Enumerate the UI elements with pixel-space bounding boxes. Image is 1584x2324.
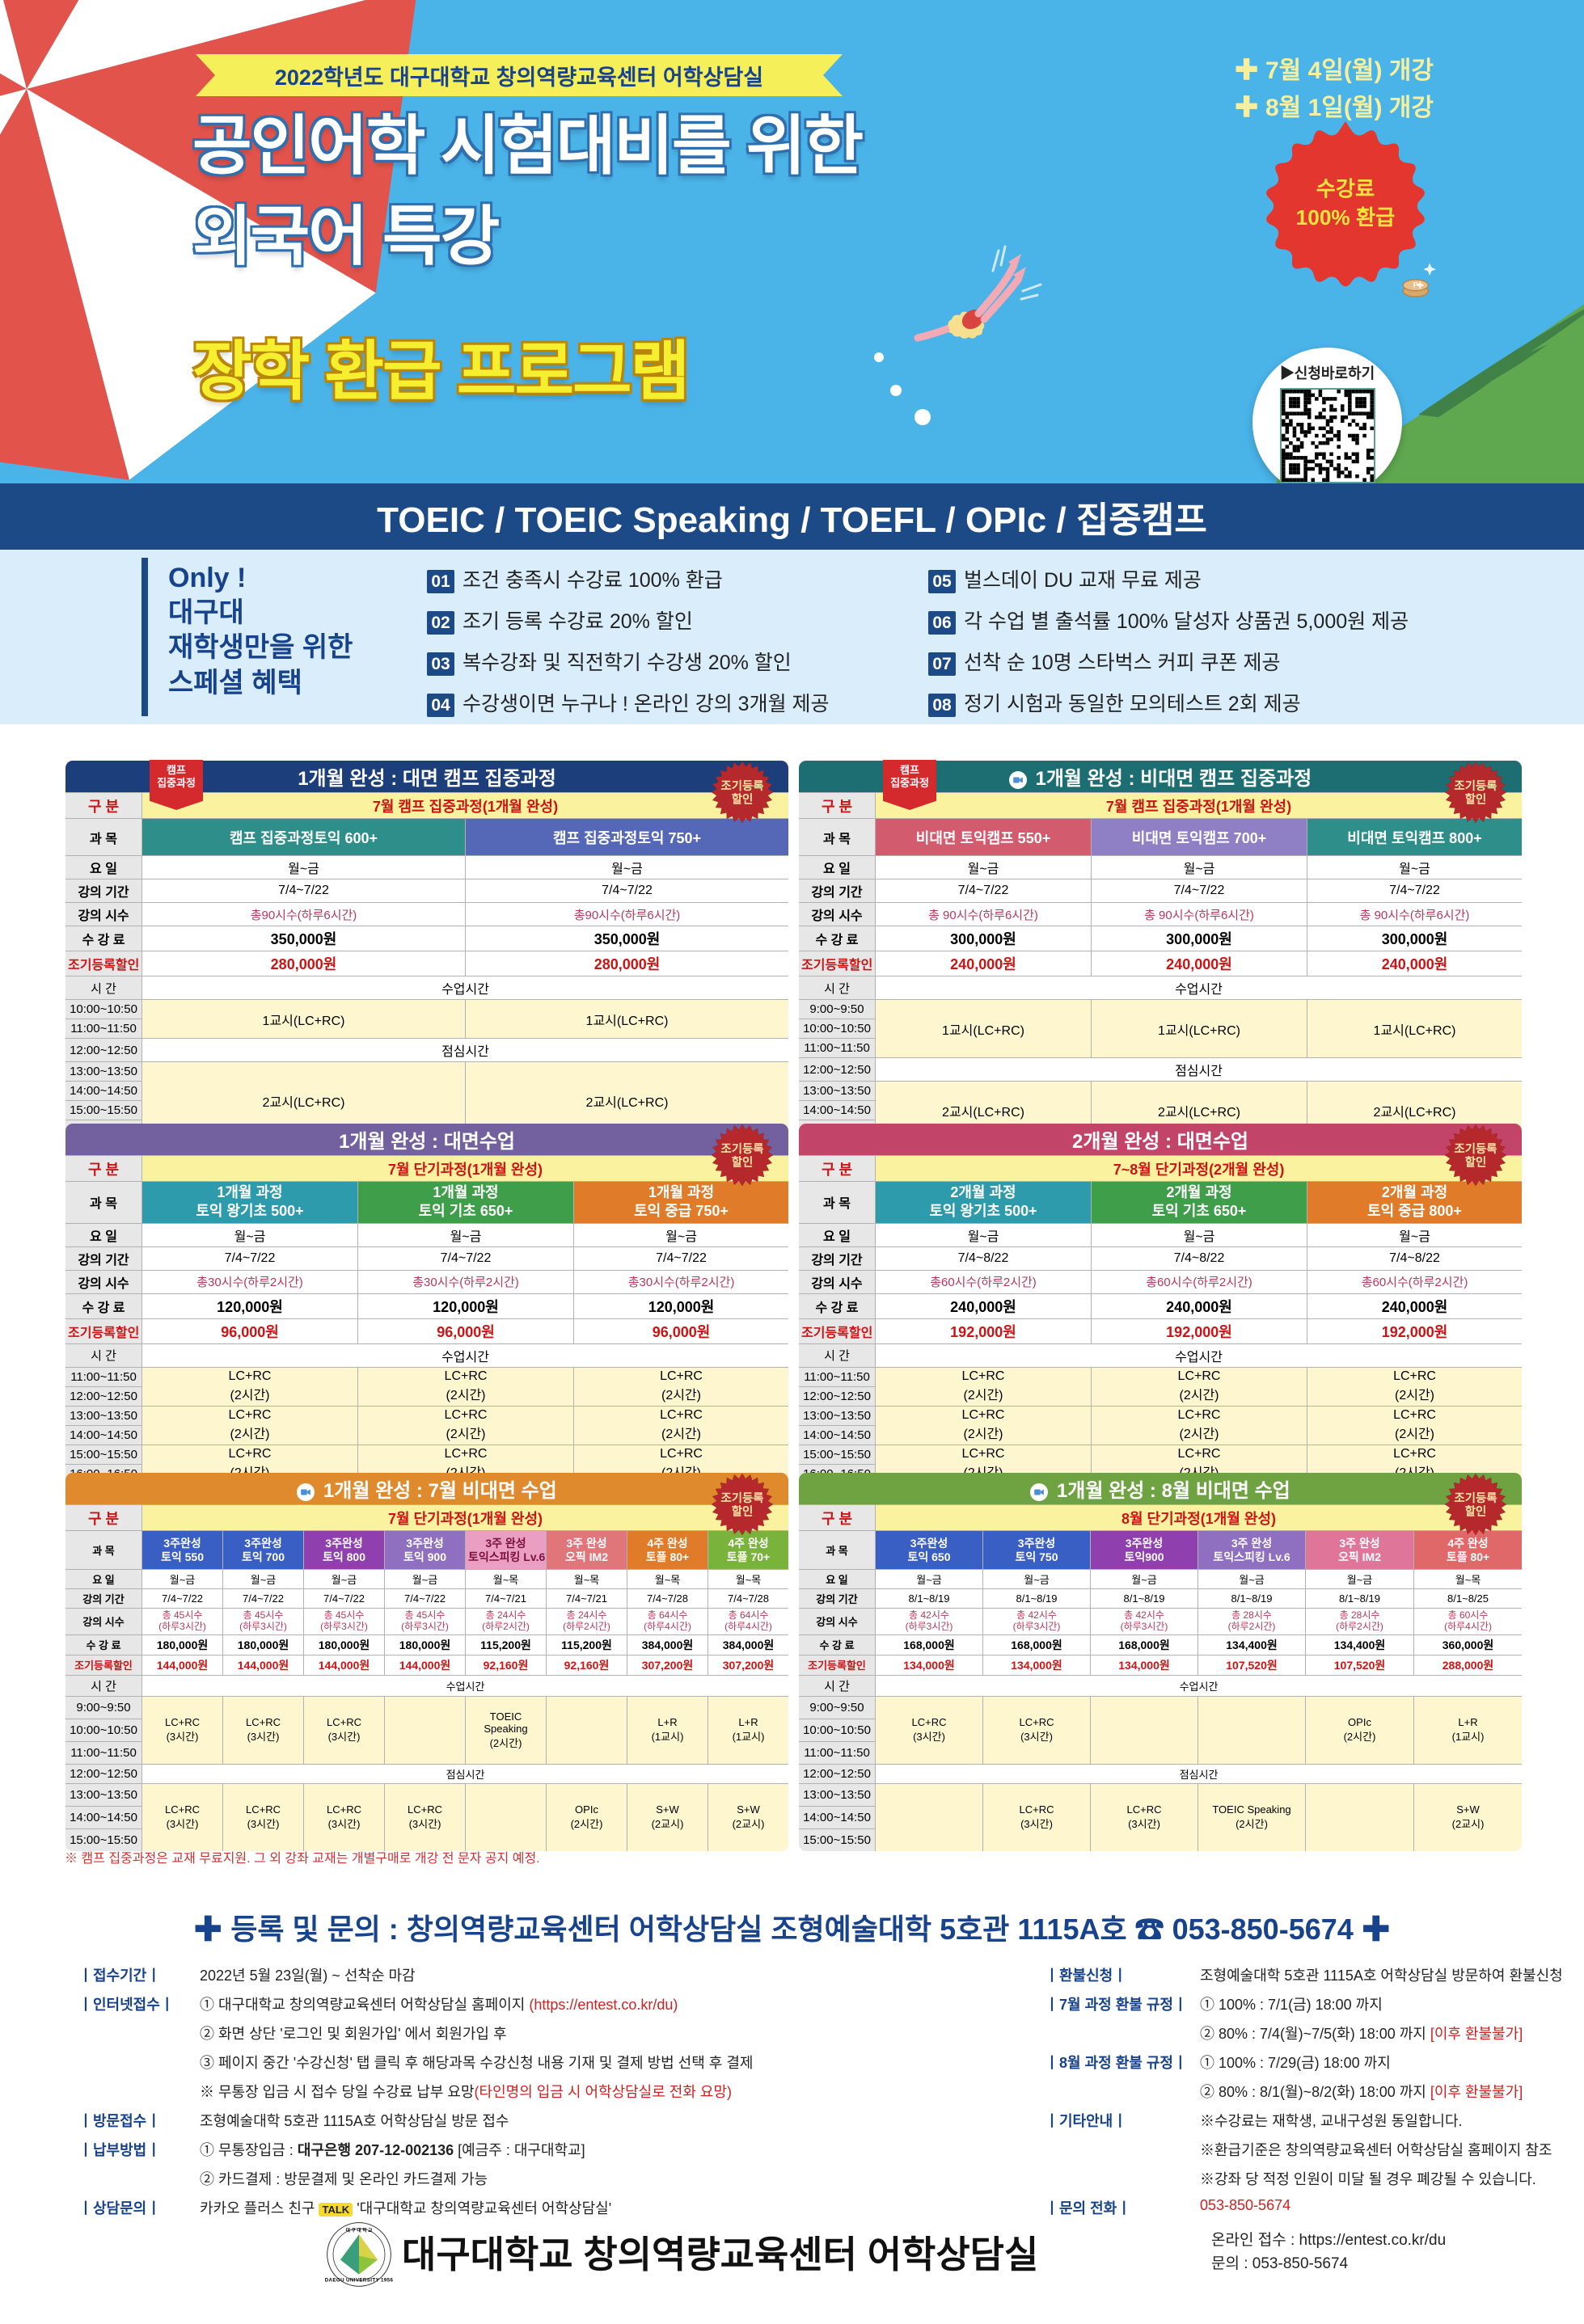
svg-text:조기등록: 조기등록 — [1454, 1491, 1497, 1505]
svg-text:조기등록: 조기등록 — [720, 779, 763, 793]
svg-text:할인: 할인 — [1465, 792, 1487, 807]
svg-text:DAEGU UNIVERSITY 1956: DAEGU UNIVERSITY 1956 — [325, 2278, 394, 2284]
svg-text:조기등록: 조기등록 — [720, 1142, 763, 1156]
svg-text:할인: 할인 — [1465, 1504, 1487, 1519]
svg-text:할인: 할인 — [732, 792, 754, 807]
svg-text:대 구 대 학 교: 대 구 대 학 교 — [346, 2227, 373, 2233]
svg-text:할인: 할인 — [732, 1504, 754, 1519]
svg-text:수강료: 수강료 — [1316, 176, 1375, 200]
svg-text:할인: 할인 — [732, 1155, 754, 1170]
svg-text:100% 환급: 100% 환급 — [1296, 205, 1396, 230]
svg-text:할인: 할인 — [1465, 1155, 1487, 1170]
svg-text:조기등록: 조기등록 — [720, 1491, 763, 1505]
svg-text:조기등록: 조기등록 — [1454, 1142, 1497, 1156]
svg-text:조기등록: 조기등록 — [1454, 779, 1497, 793]
